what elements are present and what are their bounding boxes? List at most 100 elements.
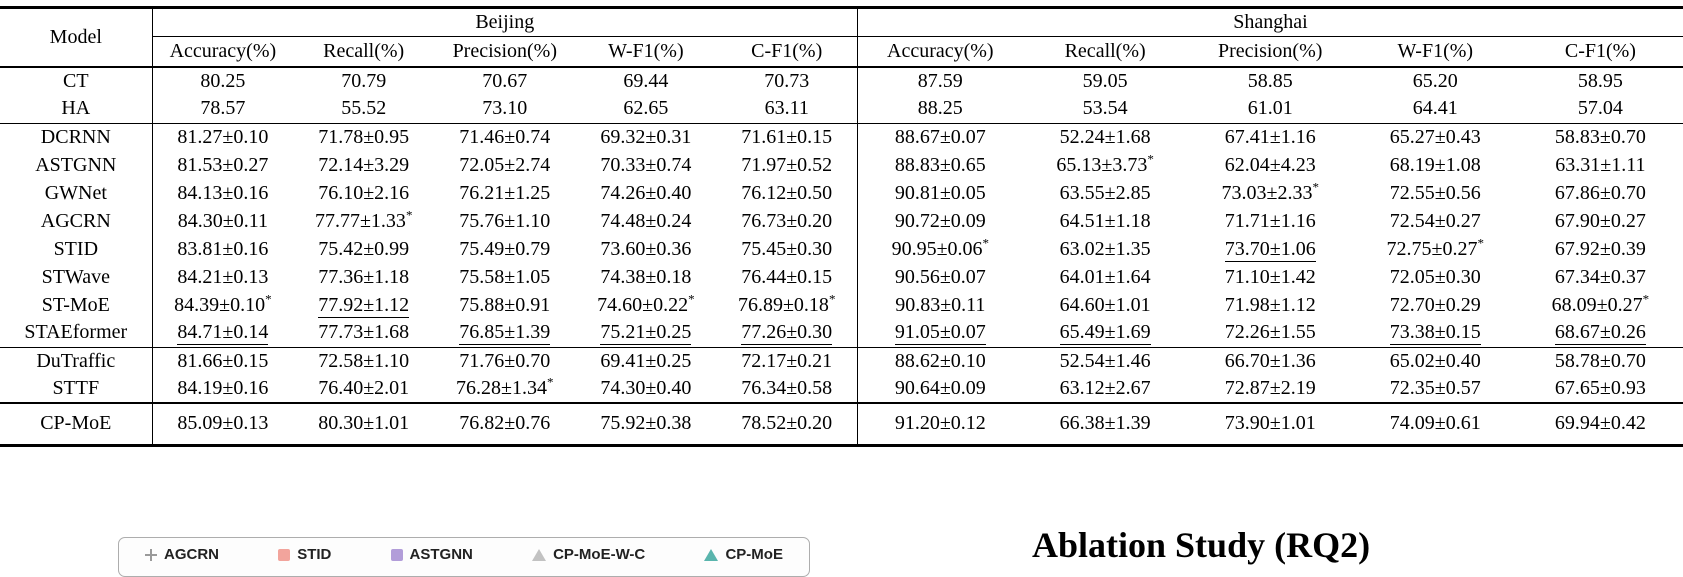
metric-value: 76.44±0.15 (741, 265, 833, 288)
model-name: CP-MoE (40, 412, 112, 435)
value-cell: 67.41±1.16 (1188, 123, 1353, 151)
metric-value: 84.19±0.16 (177, 377, 269, 399)
value-cell: 72.54±0.27 (1353, 207, 1518, 235)
metric-value: 74.60±0.22 (597, 293, 689, 316)
metric-value: 80.30±1.01 (318, 412, 410, 435)
value-cell: 76.21±1.25 (434, 179, 575, 207)
metric-value: 58.85 (1247, 70, 1293, 92)
metric-value: 59.05 (1082, 70, 1128, 92)
metric-value: 68.09±0.27 (1551, 293, 1643, 316)
value-cell: 73.90±1.01 (1188, 403, 1353, 445)
metric-value: 65.27±0.43 (1389, 125, 1481, 148)
value-cell: 74.60±0.22* (575, 291, 716, 319)
value-cell: 63.02±1.35 (1023, 235, 1188, 263)
value-cell: 72.75±0.27* (1353, 235, 1518, 263)
metric-value: 70.79 (341, 70, 387, 92)
metric-value: 65.49±1.69 (1059, 321, 1151, 346)
metric-value: 71.61±0.15 (741, 125, 833, 148)
value-cell: 84.71±0.14 (151, 319, 294, 347)
value-cell: 70.73 (716, 67, 857, 95)
model-name: DCRNN (40, 125, 111, 148)
metric-value: 88.67±0.07 (894, 125, 986, 148)
value-cell: 58.78±0.70 (1518, 347, 1683, 375)
metric-value: 62.04±4.23 (1224, 153, 1316, 176)
metric-header-beijing-0: Accuracy(%) (151, 36, 294, 67)
value-cell: 62.65 (575, 95, 716, 123)
value-cell: 63.11 (716, 95, 857, 123)
metric-value: 77.92±1.12 (318, 293, 410, 318)
value-cell: 65.02±0.40 (1353, 347, 1518, 375)
chart-legend: AGCRN STID ASTGNN CP-MoE-W-C CP-MoE (118, 537, 810, 577)
value-cell: 76.34±0.58 (716, 375, 857, 403)
legend-label: CP-MoE-W-C (553, 546, 646, 563)
value-cell: 52.54±1.46 (1023, 347, 1188, 375)
value-cell: 71.61±0.15 (716, 123, 857, 151)
value-cell: 66.38±1.39 (1023, 403, 1188, 445)
metric-header-beijing-3: W-F1(%) (608, 40, 684, 62)
metric-value: 63.12±2.67 (1059, 377, 1151, 399)
significance-star: * (265, 290, 272, 306)
value-cell: 67.92±0.39 (1518, 235, 1683, 263)
metric-value: 90.81±0.05 (894, 181, 986, 204)
value-cell: 72.17±0.21 (716, 347, 857, 375)
metric-value: 81.53±0.27 (177, 153, 269, 176)
value-cell: 84.30±0.11 (151, 207, 294, 235)
value-cell: 55.52 (293, 95, 434, 123)
metric-value: 84.71±0.14 (177, 321, 269, 346)
value-cell: 65.49±1.69 (1023, 319, 1188, 347)
metric-value: 77.73±1.68 (318, 321, 410, 344)
metric-value: 55.52 (341, 97, 387, 120)
metric-value: 90.95±0.06 (891, 237, 983, 260)
value-cell: 80.25 (151, 67, 294, 95)
metric-value: 90.72±0.09 (894, 209, 986, 232)
metric-value: 52.24±1.68 (1059, 125, 1151, 148)
model-name: STTF (52, 377, 100, 399)
metric-value: 84.39±0.10 (174, 293, 266, 316)
metric-value: 74.26±0.40 (600, 181, 692, 204)
model-column-header: Model (49, 26, 102, 48)
metric-value: 75.88±0.91 (459, 293, 551, 316)
value-cell: 63.55±2.85 (1023, 179, 1188, 207)
value-cell: 64.41 (1353, 95, 1518, 123)
value-cell: 72.05±2.74 (434, 151, 575, 179)
value-cell: 80.30±1.01 (293, 403, 434, 445)
metric-value: 75.76±1.10 (459, 209, 551, 232)
metric-value: 69.41±0.25 (600, 349, 692, 372)
value-cell: 74.38±0.18 (575, 263, 716, 291)
metric-value: 63.55±2.85 (1059, 181, 1151, 204)
significance-star: * (1312, 178, 1319, 194)
legend-item-cp-moe-w-c: CP-MoE-W-C (532, 546, 645, 563)
value-cell: 90.81±0.05 (857, 179, 1023, 207)
value-cell: 71.76±0.70 (434, 347, 575, 375)
metric-value: 90.83±0.11 (895, 293, 986, 316)
metric-value: 71.78±0.95 (318, 125, 410, 148)
metric-value: 71.46±0.74 (459, 125, 551, 148)
value-cell: 67.65±0.93 (1518, 375, 1683, 403)
value-cell: 74.09±0.61 (1353, 403, 1518, 445)
value-cell: 73.10 (434, 95, 575, 123)
value-cell: 71.46±0.74 (434, 123, 575, 151)
value-cell: 87.59 (857, 67, 1023, 95)
square-marker-icon (390, 548, 403, 561)
metric-value: 74.38±0.18 (600, 265, 692, 288)
metric-value: 71.10±1.42 (1224, 265, 1316, 288)
metric-value: 88.25 (917, 97, 963, 120)
table-row: ST-MoE 84.39±0.10* 77.92±1.12 75.88±0.91 74.… (0, 291, 1683, 319)
value-cell: 73.38±0.15 (1353, 319, 1518, 347)
square-marker-icon (278, 548, 291, 561)
metric-value: 90.64±0.09 (894, 377, 986, 399)
value-cell: 63.12±2.67 (1023, 375, 1188, 403)
table-row: CP-MoE 85.09±0.13 80.30±1.01 76.82±0.76 75.9… (0, 403, 1683, 445)
metric-value: 73.60±0.36 (600, 237, 692, 260)
metric-value: 78.52±0.20 (741, 412, 833, 435)
metric-value: 58.78±0.70 (1554, 349, 1646, 372)
value-cell: 75.92±0.38 (575, 403, 716, 445)
value-cell: 71.10±1.42 (1188, 263, 1353, 291)
value-cell: 85.09±0.13 (151, 403, 294, 445)
metric-value: 62.65 (623, 97, 669, 120)
model-name: GWNet (44, 181, 107, 204)
significance-star: * (1147, 150, 1154, 166)
value-cell: 73.70±1.06 (1188, 235, 1353, 263)
value-cell: 77.73±1.68 (293, 319, 434, 347)
legend-item-stid: STID (278, 546, 331, 563)
